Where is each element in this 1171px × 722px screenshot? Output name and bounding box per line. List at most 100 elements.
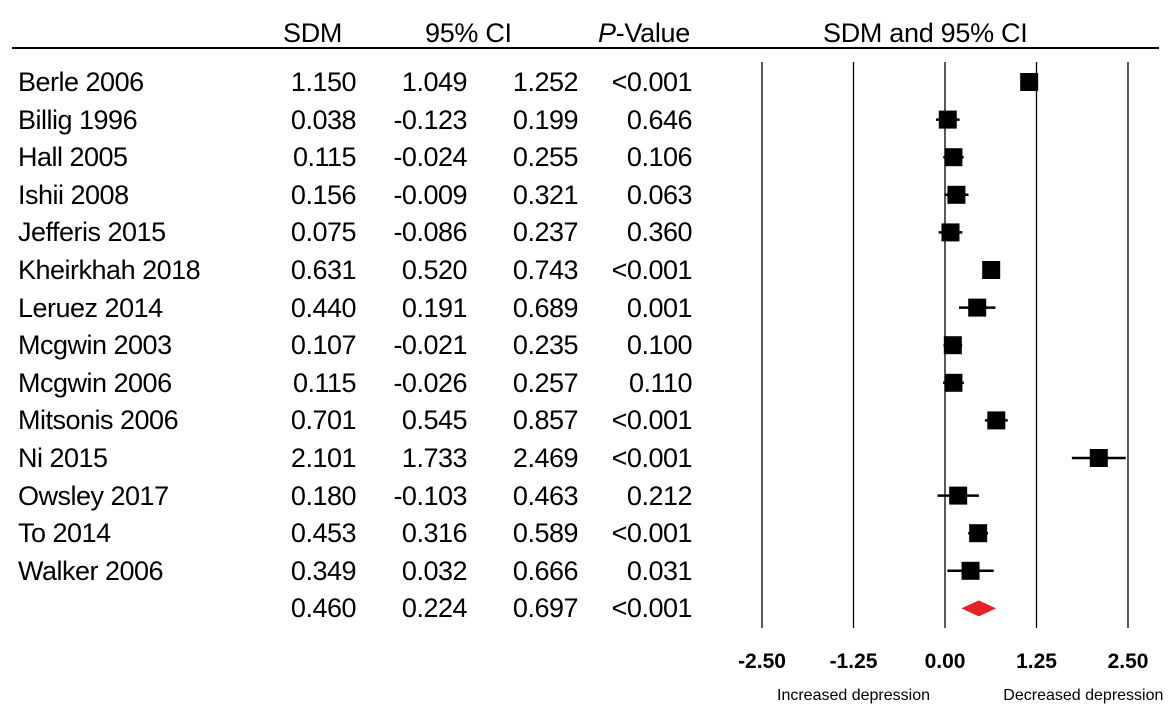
cell-sdm: 0.115 — [292, 142, 357, 173]
cell-lower: -0.009 — [393, 179, 467, 210]
cell-p: 0.031 — [626, 555, 693, 586]
header-p-italic: P — [598, 18, 616, 48]
header-rule — [12, 47, 1159, 49]
cell-study: Mcgwin 2006 — [18, 367, 172, 398]
cell-lower: -0.086 — [393, 217, 467, 248]
study-marker — [943, 336, 962, 355]
cell-lower: 0.316 — [401, 518, 468, 549]
cell-lower: -0.103 — [393, 480, 467, 511]
x-tick-label: 0.00 — [925, 650, 966, 673]
cell-lower: 1.733 — [401, 443, 468, 473]
study-marker — [938, 110, 957, 129]
cell-sdm: 0.349 — [290, 555, 357, 586]
study-marker — [944, 148, 963, 167]
study-marker — [1089, 449, 1108, 467]
study-marker — [941, 223, 960, 242]
cell-p: <0.001 — [611, 593, 693, 624]
cell-upper: 0.237 — [512, 217, 579, 248]
study-marker — [968, 298, 987, 317]
cell-upper: 0.689 — [512, 292, 579, 323]
cell-upper: 0.255 — [512, 142, 579, 173]
cell-study: Ni 2015 — [18, 443, 108, 473]
cell-p: 0.001 — [626, 292, 693, 323]
cell-p: <0.001 — [611, 405, 693, 436]
study-marker — [1020, 73, 1039, 91]
cell-study: Owsley 2017 — [18, 480, 169, 511]
cell-p: 0.100 — [626, 330, 693, 361]
x-tick-label: -1.25 — [830, 650, 878, 673]
cell-sdm: 0.631 — [290, 255, 357, 285]
cell-lower: 0.032 — [401, 555, 468, 586]
cell-lower: 0.520 — [401, 255, 468, 285]
cell-p: 0.110 — [628, 367, 693, 398]
cell-upper: 0.199 — [512, 104, 579, 135]
cell-study: Jefferis 2015 — [18, 217, 166, 248]
header-ci: 95% CI — [425, 18, 512, 48]
cell-lower: -0.021 — [393, 330, 467, 361]
cell-lower: -0.123 — [393, 104, 467, 135]
cell-study: Billig 1996 — [18, 104, 138, 135]
cell-upper: 0.697 — [512, 593, 579, 624]
cell-lower: 1.049 — [401, 67, 468, 97]
cell-p: 0.212 — [626, 480, 693, 511]
cell-upper: 0.257 — [512, 367, 579, 398]
cell-p: 0.646 — [626, 104, 693, 135]
cell-study: Berle 2006 — [18, 67, 144, 97]
cell-lower: -0.026 — [393, 367, 467, 398]
cell-upper: 0.857 — [512, 405, 579, 436]
cell-sdm: 2.101 — [290, 443, 357, 473]
study-marker — [961, 561, 980, 580]
cell-lower: 0.191 — [401, 292, 468, 323]
cell-p: 0.360 — [626, 217, 693, 248]
study-marker — [987, 411, 1006, 430]
header-p-value: P-Value — [598, 18, 690, 49]
cell-lower: 0.224 — [401, 593, 468, 624]
x-tick-label: 2.50 — [1108, 650, 1149, 673]
cell-sdm: 0.038 — [290, 104, 357, 135]
cell-sdm: 0.453 — [290, 518, 357, 549]
header-sdm: SDM — [283, 18, 343, 48]
header-p-suffix: -Value — [615, 18, 691, 48]
cell-p: <0.001 — [611, 255, 693, 285]
study-marker — [947, 185, 966, 204]
cell-lower: 0.545 — [401, 405, 468, 436]
cell-upper: 0.235 — [512, 330, 579, 361]
cell-p: <0.001 — [611, 443, 693, 473]
study-marker — [949, 486, 968, 505]
study-marker — [969, 524, 988, 543]
cell-upper: 0.589 — [512, 518, 579, 549]
cell-study: Leruez 2014 — [18, 292, 163, 323]
study-marker — [982, 261, 1001, 279]
cell-study: Mitsonis 2006 — [18, 405, 179, 436]
direction-label-left: Increased depression — [777, 687, 930, 704]
cell-upper: 0.321 — [512, 179, 579, 210]
cell-sdm: 0.460 — [290, 593, 357, 624]
x-tick-label: 1.25 — [1016, 650, 1057, 673]
cell-p: 0.106 — [626, 142, 693, 173]
cell-sdm: 0.440 — [290, 292, 357, 323]
cell-study: Kheirkhah 2018 — [18, 255, 201, 285]
study-marker — [944, 373, 963, 392]
cell-upper: 0.743 — [512, 255, 579, 285]
cell-upper: 1.252 — [512, 67, 579, 97]
cell-upper: 0.463 — [512, 480, 579, 511]
x-tick-label: -2.50 — [738, 650, 786, 673]
cell-sdm: 1.150 — [290, 67, 357, 97]
cell-p: 0.063 — [626, 179, 693, 210]
direction-label-right: Decreased depression — [1003, 687, 1163, 704]
cell-study: Mcgwin 2003 — [18, 330, 172, 361]
cell-study: Walker 2006 — [18, 555, 164, 586]
cell-sdm: 0.701 — [290, 405, 357, 436]
cell-sdm: 0.115 — [292, 367, 357, 398]
cell-sdm: 0.107 — [290, 330, 357, 361]
cell-sdm: 0.075 — [290, 217, 357, 248]
header-plot-title: SDM and 95% CI — [823, 18, 1028, 48]
cell-p: <0.001 — [611, 518, 693, 549]
cell-study: To 2014 — [18, 518, 111, 549]
cell-study: Hall 2005 — [18, 142, 128, 173]
cell-lower: -0.024 — [393, 142, 467, 173]
cell-sdm: 0.156 — [290, 179, 357, 210]
cell-sdm: 0.180 — [290, 480, 357, 511]
cell-upper: 0.666 — [512, 555, 579, 586]
